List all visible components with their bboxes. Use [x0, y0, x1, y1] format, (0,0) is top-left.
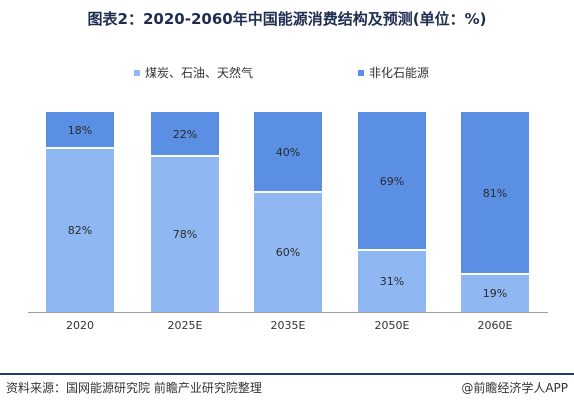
data-label-nonfossil-2020: 18% — [68, 124, 92, 137]
chart-title: 图表2：2020-2060年中国能源消费结构及预测(单位：%) — [87, 10, 487, 28]
legend-label-fossil: 煤炭、石油、天然气 — [145, 66, 254, 80]
x-tick-label-2025E: 2025E — [168, 319, 203, 332]
legend-swatch-nonfossil — [358, 69, 364, 76]
data-label-fossil-2025E: 78% — [173, 228, 197, 241]
data-label-nonfossil-2050E: 69% — [380, 175, 404, 188]
x-tick-label-2050E: 2050E — [375, 319, 410, 332]
legend-item-fossil: 煤炭、石油、天然气 — [134, 64, 253, 81]
credit-note: @前瞻经济学人APP — [461, 381, 568, 395]
legend: 煤炭、石油、天然气 非化石能源 — [0, 64, 574, 82]
legend-swatch-fossil — [134, 69, 140, 76]
bar-segment-fossil-2060E — [461, 274, 529, 312]
bar-segment-fossil-2050E — [358, 250, 426, 312]
footer: 资料来源：国网能源研究院 前瞻产业研究院整理 @前瞻经济学人APP — [0, 373, 574, 399]
data-label-fossil-2020: 82% — [68, 224, 92, 237]
legend-label-nonfossil: 非化石能源 — [369, 66, 430, 80]
bar-segment-nonfossil-2025E — [151, 112, 219, 156]
data-label-nonfossil-2060E: 81% — [483, 187, 507, 200]
bar-segment-nonfossil-2020 — [46, 112, 114, 148]
data-label-fossil-2060E: 19% — [483, 287, 507, 300]
data-label-fossil-2050E: 31% — [380, 275, 404, 288]
bar-segment-fossil-2020 — [46, 148, 114, 312]
legend-item-nonfossil: 非化石能源 — [358, 64, 429, 81]
data-label-nonfossil-2035E: 40% — [276, 146, 300, 159]
bar-segment-fossil-2025E — [151, 156, 219, 312]
stacked-bar-chart: 82% 18% 2020 78% 22% 2025E 60% 40% 2035E 31% 69% 20… — [28, 112, 548, 332]
source-note: 资料来源：国网能源研究院 前瞻产业研究院整理 — [6, 381, 262, 395]
data-label-nonfossil-2025E: 22% — [173, 128, 197, 141]
bar-segment-nonfossil-2050E — [358, 112, 426, 250]
data-label-fossil-2035E: 60% — [276, 246, 300, 259]
bar-segment-fossil-2035E — [254, 192, 322, 312]
bar-segment-nonfossil-2060E — [461, 112, 529, 274]
x-tick-label-2020: 2020 — [66, 319, 94, 332]
x-tick-label-2035E: 2035E — [271, 319, 306, 332]
x-tick-label-2060E: 2060E — [478, 319, 513, 332]
bar-segment-nonfossil-2035E — [254, 112, 322, 192]
